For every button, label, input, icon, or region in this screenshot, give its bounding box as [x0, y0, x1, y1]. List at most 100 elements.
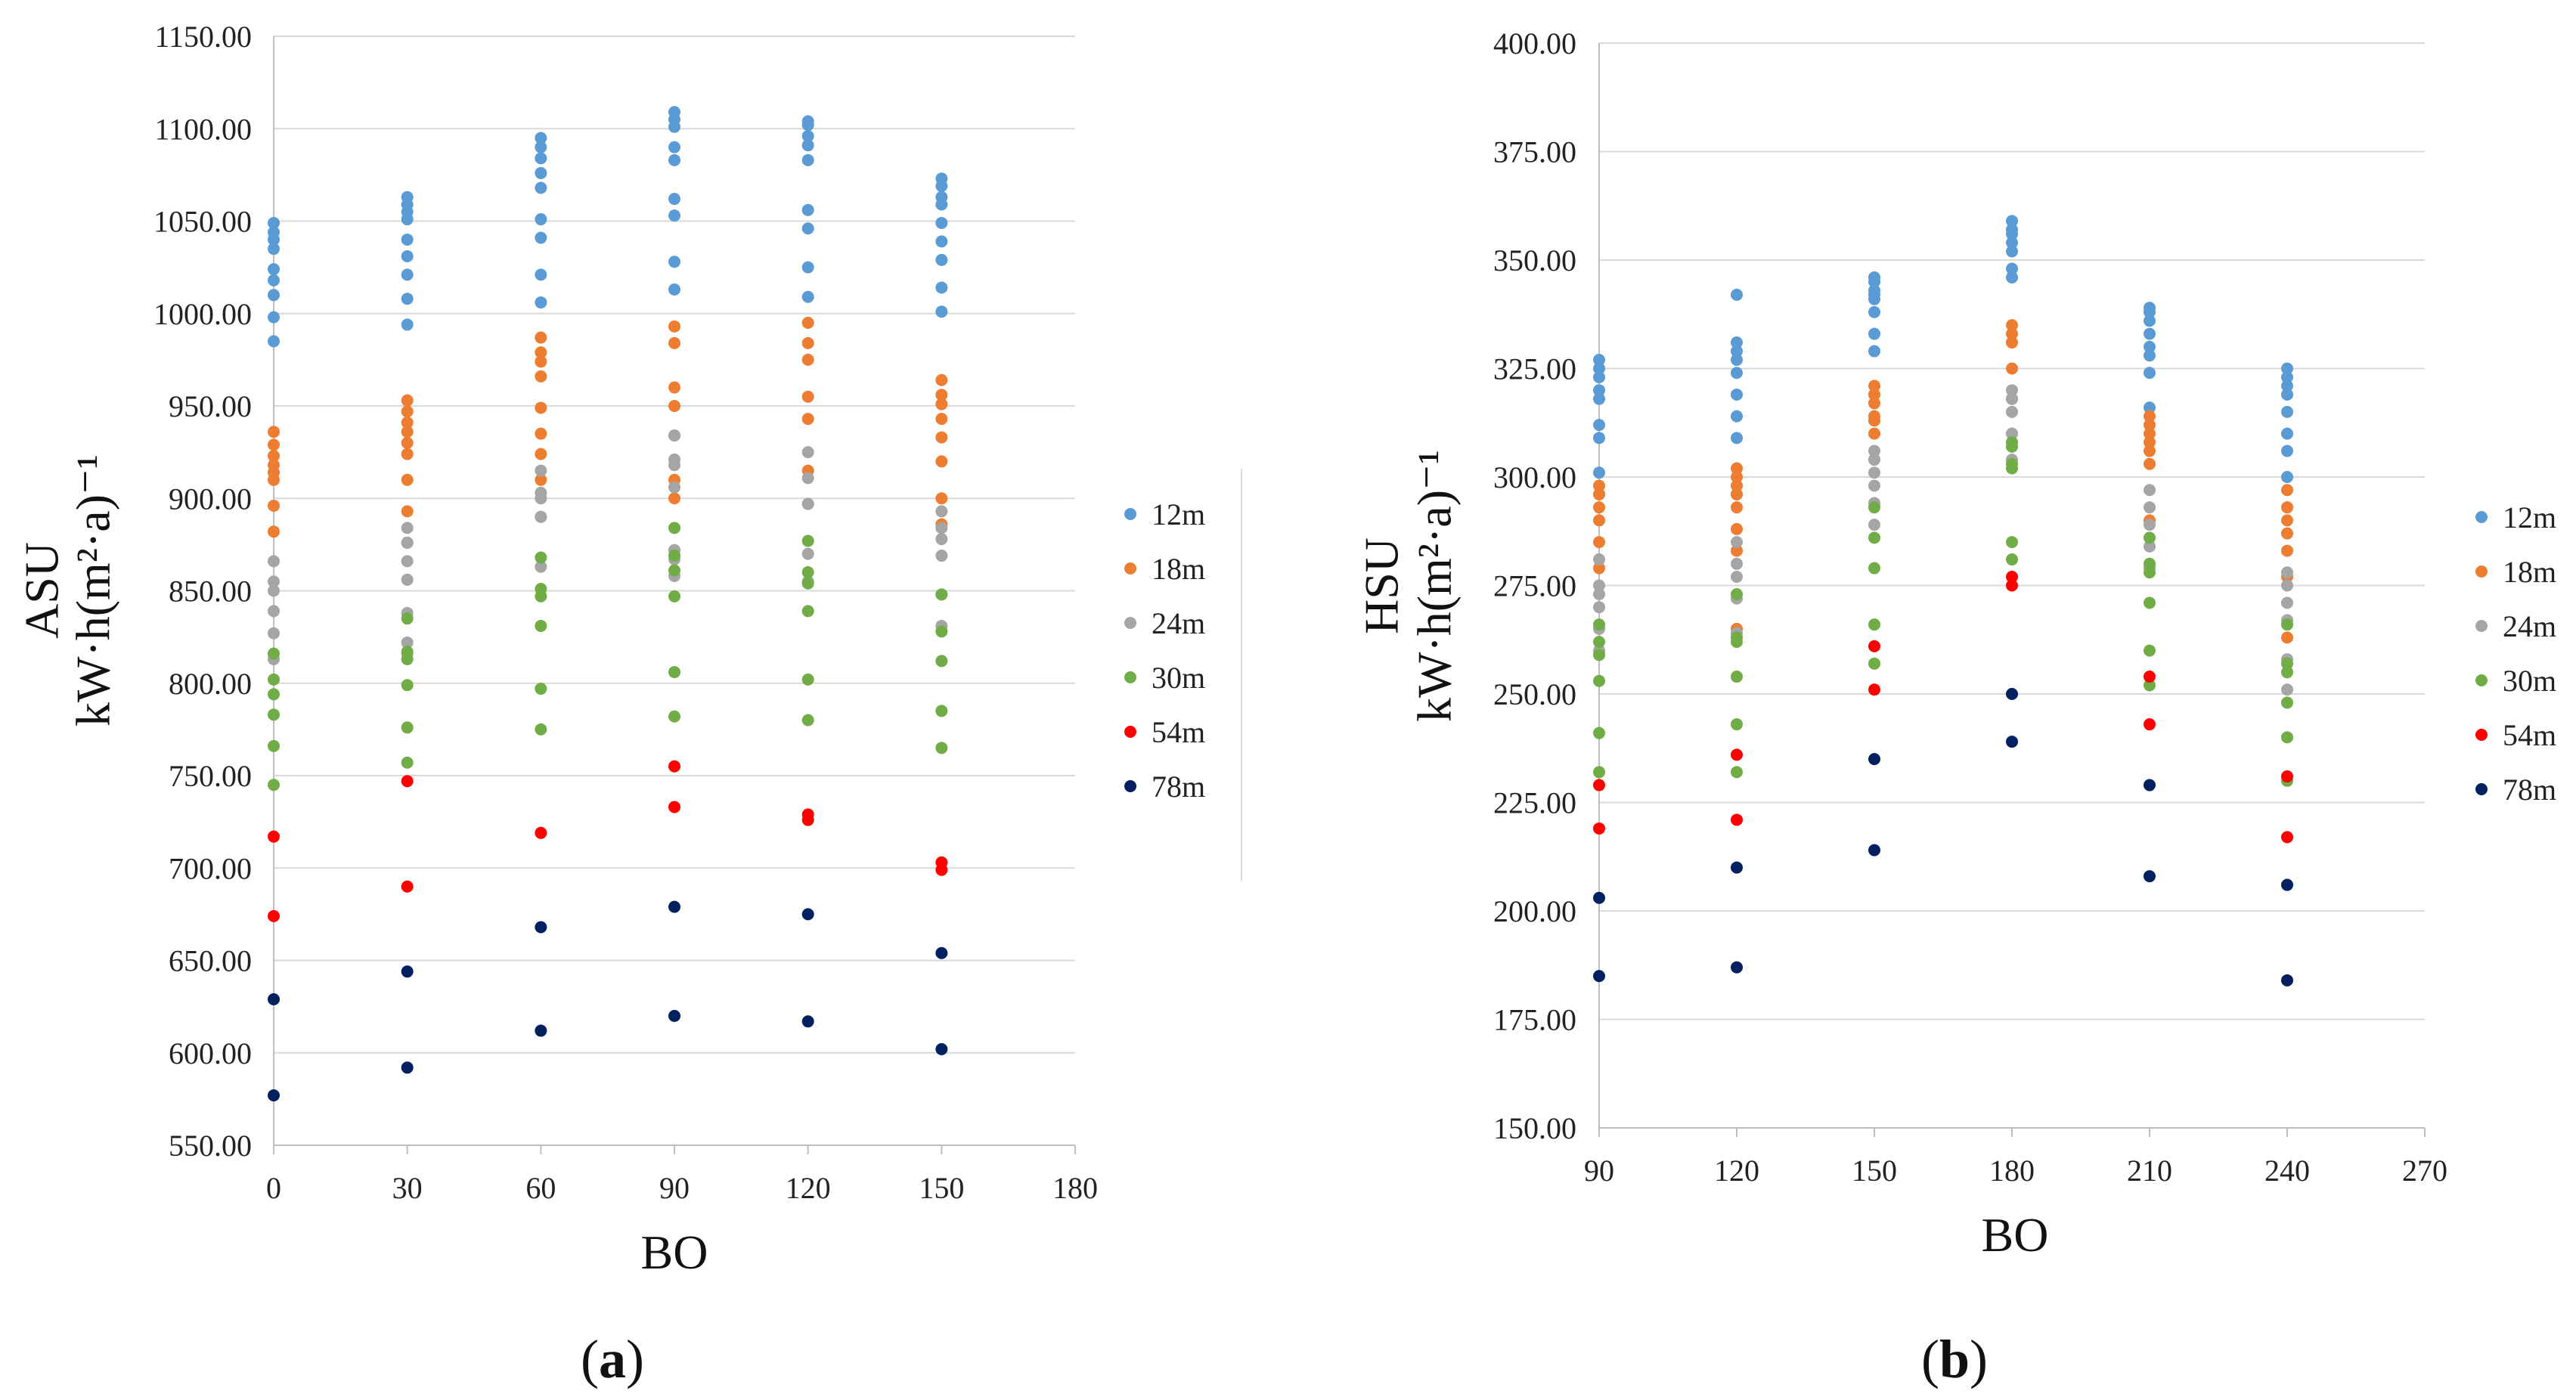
panel-b-point-18m — [2281, 514, 2293, 527]
panel-b-legend-label-54m: 54m — [2503, 718, 2556, 752]
panel-a-point-24m — [801, 497, 814, 510]
panel-a-point-30m — [268, 779, 280, 791]
panel-b-point-78m — [1868, 844, 1880, 856]
panel-b-point-30m — [2144, 679, 2156, 692]
panel-a-point-54m — [268, 830, 280, 843]
panel-b-y-tick-label: 225.00 — [1493, 786, 1576, 820]
panel-b-point-30m — [2281, 666, 2293, 679]
panel-b-point-78m — [1593, 970, 1605, 983]
panel-b-point-24m — [1593, 553, 1605, 566]
panel-a-legend-label-54m: 54m — [1152, 715, 1205, 749]
panel-a-point-12m — [268, 311, 280, 324]
panel-a-point-18m — [935, 455, 948, 468]
panel-a-point-24m — [401, 573, 414, 586]
panel-b-point-18m — [1868, 397, 1880, 410]
panel-b-point-78m — [1731, 861, 1743, 874]
panel-a-point-30m — [801, 605, 814, 618]
panel-a-point-30m — [935, 742, 948, 754]
panel-b-point-54m — [2281, 831, 2293, 844]
panel-a-point-24m — [801, 547, 814, 560]
panel-b-y-tick-label: 375.00 — [1493, 135, 1576, 169]
panel-a-legend-marker-18m — [1124, 562, 1136, 575]
panel-b-point-18m — [1593, 488, 1605, 500]
panel-a-point-30m — [535, 723, 547, 736]
panel-b-point-12m — [2281, 379, 2293, 392]
panel-b-series-24m — [1593, 384, 2293, 696]
panel-b-point-30m — [1731, 766, 1743, 779]
panel-a-point-18m — [268, 525, 280, 538]
panel-a-point-18m — [535, 448, 547, 460]
panel-b-point-30m — [2144, 596, 2156, 609]
panel-b-point-12m — [1868, 284, 1880, 297]
panel-a-point-12m — [668, 141, 680, 153]
panel-a-point-24m — [268, 555, 280, 568]
panel-a-point-18m — [801, 413, 814, 426]
panel-b-point-18m — [1593, 514, 1605, 527]
panel-a-point-18m — [668, 336, 680, 349]
panel-b-point-12m — [2006, 271, 2018, 283]
panel-a-point-12m — [535, 132, 547, 144]
panel-b-point-78m — [1731, 961, 1743, 974]
panel-a-point-18m — [535, 473, 547, 486]
panel-b-point-18m — [1731, 462, 1743, 475]
panel-a-caption-close: ) — [626, 1329, 644, 1389]
panel-a-y-tick-label: 700.00 — [169, 851, 252, 885]
panel-b-point-12m — [2144, 340, 2156, 353]
panel-b-point-30m — [1868, 657, 1880, 670]
panel-b-point-24m — [1731, 536, 1743, 549]
panel-a-point-12m — [668, 256, 680, 268]
panel-a-point-30m — [401, 679, 414, 692]
panel-b-point-18m — [1868, 427, 1880, 440]
panel-b-point-12m — [1731, 432, 1743, 444]
panel-b-point-12m — [1731, 367, 1743, 379]
panel-b-y-tick-label: 300.00 — [1493, 460, 1576, 494]
panel-a-point-30m — [668, 564, 680, 577]
panel-a-x-tick-label: 90 — [659, 1171, 690, 1205]
panel-b-point-12m — [2006, 223, 2018, 236]
panel-a-point-30m — [668, 590, 680, 602]
panel-b-x-tick-labels: 90 120 150 180 210 240 270 — [1584, 1154, 2447, 1188]
panel-b-point-18m — [2006, 336, 2018, 349]
panel-a-point-12m — [535, 141, 547, 153]
panel-b-point-12m — [2144, 401, 2156, 414]
panel-b-point-78m — [2006, 736, 2018, 748]
panel-a-point-12m — [801, 153, 814, 166]
panel-b-point-12m — [2006, 262, 2018, 275]
panel-a-legend-marker-54m — [1124, 726, 1136, 738]
panel-b-point-24m — [2144, 484, 2156, 497]
panel-b-point-18m — [1731, 479, 1743, 492]
panel-a-point-30m — [268, 673, 280, 686]
panel-b-legend-marker-54m — [2475, 729, 2488, 741]
panel-b-point-30m — [1593, 649, 1605, 661]
panel-a-point-18m — [668, 492, 680, 505]
panel-a-point-18m — [801, 390, 814, 403]
panel-a-point-30m — [268, 688, 280, 701]
panel-a-point-12m — [268, 243, 280, 256]
panel-a-point-18m — [935, 492, 948, 505]
panel-a-point-24m — [268, 584, 280, 597]
panel-a-caption-open: ( — [581, 1329, 599, 1389]
panel-a-point-78m — [535, 921, 547, 934]
panel-a-point-18m — [935, 389, 948, 401]
panel-b-point-30m — [1593, 618, 1605, 631]
panel-a-point-24m — [935, 505, 948, 518]
panel-a-point-30m — [401, 721, 414, 734]
panel-b-point-54m — [2281, 770, 2293, 783]
panel-b-x-tick-label: 270 — [2402, 1154, 2447, 1188]
panel-b-legend-marker-12m — [2475, 511, 2488, 523]
panel-b-series-18m — [1593, 319, 2293, 644]
panel-b-x-tick-label: 210 — [2127, 1154, 2172, 1188]
panel-a-point-18m — [268, 459, 280, 472]
panel-a-y-axis-unit: kW·h(m²·a)⁻¹ — [67, 454, 120, 726]
panel-a-y-tick-label: 1150.00 — [154, 20, 252, 54]
panel-a-point-12m — [535, 231, 547, 244]
panel-a-point-24m — [401, 636, 414, 649]
panel-a-point-12m — [668, 283, 680, 296]
panel-b-point-18m — [1731, 488, 1743, 500]
panel-a-legend-marker-12m — [1124, 508, 1136, 520]
panel-a-point-54m — [268, 909, 280, 922]
panel-b-point-54m — [1593, 822, 1605, 835]
panel-a-y-tick-labels: 550.00 600.00 650.00 700.00 750.00 800.00 850.… — [153, 20, 252, 1163]
panel-a-x-tick-label: 60 — [525, 1171, 556, 1205]
panel-b-point-18m — [1868, 410, 1880, 423]
